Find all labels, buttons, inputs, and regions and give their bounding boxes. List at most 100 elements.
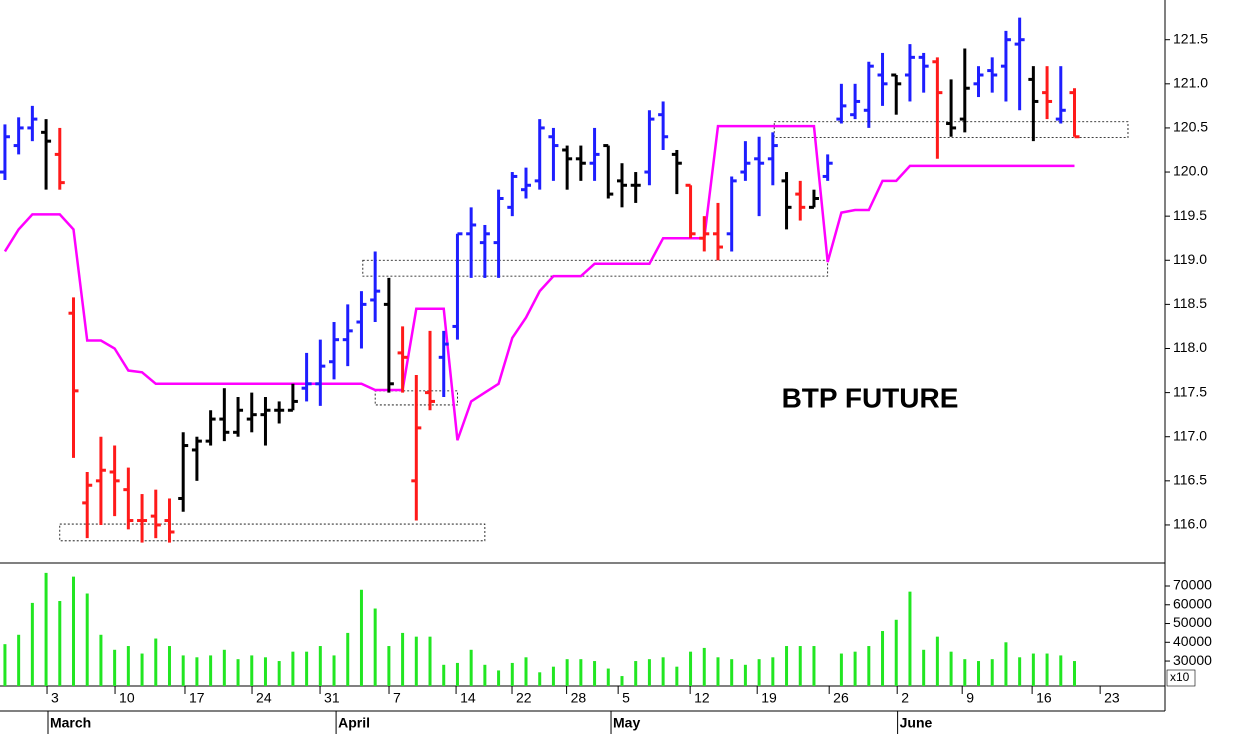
volume-bar xyxy=(908,591,912,686)
y-tick-label: 121.0 xyxy=(1173,75,1208,91)
annotation: BTP FUTURE xyxy=(782,382,959,413)
y-tick-label: 70000 xyxy=(1173,577,1212,593)
volume-bar xyxy=(277,661,281,686)
volume-bar xyxy=(565,659,569,686)
volume-bar xyxy=(305,651,309,686)
y-tick-label: 120.0 xyxy=(1173,163,1208,179)
volume-bar xyxy=(510,662,514,686)
x-tick-label: 31 xyxy=(324,690,340,706)
volume-bar xyxy=(140,653,144,686)
x-tick-label: 17 xyxy=(189,690,205,706)
y-tick-label: 118.0 xyxy=(1173,339,1207,355)
y-tick-label: 50000 xyxy=(1173,614,1212,630)
x-tick-label: 26 xyxy=(833,690,849,706)
volume-bar xyxy=(497,670,501,686)
volume-bar xyxy=(181,655,185,686)
y-tick-label: 117.5 xyxy=(1173,383,1207,399)
x-tick-label: 24 xyxy=(256,690,272,706)
y-tick-label: 121.5 xyxy=(1173,30,1208,46)
y-tick-label: 118.5 xyxy=(1173,295,1207,311)
volume-bar xyxy=(236,659,240,686)
volume-bar xyxy=(1031,653,1035,686)
x-tick-label: 2 xyxy=(901,690,909,706)
line xyxy=(3,124,1075,441)
y-tick-label: 60000 xyxy=(1173,595,1212,611)
volume-bar xyxy=(702,647,706,686)
x-tick-label: 12 xyxy=(694,690,710,706)
volume-bar xyxy=(949,651,953,686)
volume-bar xyxy=(44,572,48,686)
volume-bar xyxy=(977,661,981,686)
volume-bar xyxy=(634,661,638,686)
y-tick-label: 119.0 xyxy=(1173,251,1207,267)
volume-bar xyxy=(71,576,75,686)
volume-bar xyxy=(579,659,583,686)
x-tick-label: 7 xyxy=(393,690,401,706)
volume-bar xyxy=(990,659,994,686)
volume-bar xyxy=(291,651,295,686)
y-tick-label: 119.5 xyxy=(1173,207,1207,223)
volume-bar xyxy=(867,646,871,686)
volume-bar xyxy=(483,664,487,686)
y-tick-label: 30000 xyxy=(1173,652,1212,668)
volume-bar xyxy=(538,672,542,686)
volume-bar xyxy=(387,646,391,686)
volume-bar xyxy=(593,661,597,686)
volume-bar xyxy=(469,649,473,686)
volume-bar xyxy=(455,662,459,686)
volume-bar xyxy=(812,646,816,686)
volume-bar xyxy=(442,664,446,686)
multiplier: x10 xyxy=(1170,670,1190,684)
volume-bar xyxy=(414,636,418,686)
volume-bar xyxy=(922,649,926,686)
x-tick-label: 22 xyxy=(516,690,532,706)
volume-bar xyxy=(689,651,693,686)
volume-bar xyxy=(359,589,363,686)
volume-bar xyxy=(58,601,62,686)
y-tick-label: 40000 xyxy=(1173,633,1212,649)
y-tick-label: 120.5 xyxy=(1173,119,1208,135)
month-label: May xyxy=(613,715,640,731)
volume-bar xyxy=(3,644,7,686)
x-tick-label: 10 xyxy=(119,690,135,706)
volume-bar xyxy=(661,657,665,686)
volume-bar xyxy=(757,659,761,686)
volume-bar xyxy=(222,649,226,686)
volume-bar xyxy=(209,655,213,686)
volume-bar xyxy=(250,655,254,686)
volume-bar xyxy=(30,602,34,686)
volume-bar xyxy=(1018,657,1022,686)
volume-bar xyxy=(318,646,322,686)
volume-bar xyxy=(675,666,679,686)
volume-bar xyxy=(373,608,377,686)
volume-bar xyxy=(1059,655,1063,686)
volume-bar xyxy=(154,638,158,686)
volume-bar xyxy=(195,657,199,686)
month-label: April xyxy=(338,715,370,731)
volume-bar xyxy=(935,636,939,686)
x-tick-label: 14 xyxy=(460,690,476,706)
volume-bar xyxy=(853,651,857,686)
volume-bar xyxy=(263,657,267,686)
multiplier-box xyxy=(1166,669,1196,687)
volume-bar xyxy=(894,619,898,686)
volume-bar xyxy=(716,657,720,686)
month-label: March xyxy=(50,715,91,731)
zone xyxy=(59,523,486,542)
x-tick-label: 9 xyxy=(966,690,974,706)
volume-bar xyxy=(346,632,350,686)
volume-bar xyxy=(85,593,89,686)
volume-bar xyxy=(798,646,802,686)
volume-bar xyxy=(551,666,555,686)
x-tick-label: 5 xyxy=(622,690,630,706)
volume-bar xyxy=(167,646,171,686)
volume-bar xyxy=(1004,642,1008,686)
x-tick-label: 3 xyxy=(51,690,59,706)
volume-bar xyxy=(771,657,775,686)
x-tick-label: 23 xyxy=(1104,690,1120,706)
volume-bar xyxy=(963,659,967,686)
volume-bar xyxy=(1072,661,1076,686)
volume-bar xyxy=(524,657,528,686)
